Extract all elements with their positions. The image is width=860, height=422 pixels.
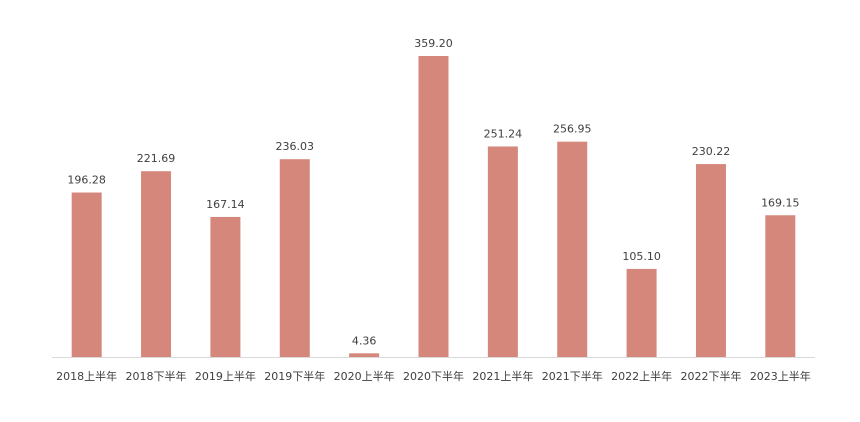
value-label: 230.22: [692, 145, 731, 158]
x-tick-label: 2020上半年: [334, 369, 395, 383]
bar: [418, 56, 449, 357]
value-label: 251.24: [484, 127, 523, 140]
bar: [765, 215, 796, 357]
value-label: 105.10: [622, 250, 661, 263]
x-tick-label: 2019下半年: [264, 369, 325, 383]
x-tick-label: 2018下半年: [126, 369, 187, 383]
bar: [71, 192, 102, 357]
value-label: 167.14: [206, 198, 245, 211]
bar: [695, 164, 726, 357]
x-tick-label: 2019上半年: [195, 369, 256, 383]
x-tick-label: 2022上半年: [611, 369, 672, 383]
x-tick-label: 2018上半年: [56, 369, 117, 383]
value-label: 4.36: [352, 334, 377, 347]
value-label: 196.28: [67, 174, 106, 187]
bar: [557, 141, 588, 357]
bar: [141, 171, 172, 357]
bar: [349, 353, 380, 357]
bar: [210, 216, 241, 357]
value-label: 359.20: [414, 37, 453, 50]
value-label: 169.15: [761, 196, 800, 209]
x-tick-label: 2020下半年: [403, 369, 464, 383]
x-tick-label: 2021上半年: [472, 369, 533, 383]
x-tick-label: 2021下半年: [542, 369, 603, 383]
value-label: 221.69: [137, 152, 176, 165]
value-label: 236.03: [276, 140, 315, 153]
bar: [279, 159, 310, 357]
bar: [487, 146, 518, 357]
value-label: 256.95: [553, 123, 592, 136]
x-tick-label: 2022下半年: [680, 369, 741, 383]
x-tick-label: 2023上半年: [750, 369, 811, 383]
bar: [626, 268, 657, 357]
